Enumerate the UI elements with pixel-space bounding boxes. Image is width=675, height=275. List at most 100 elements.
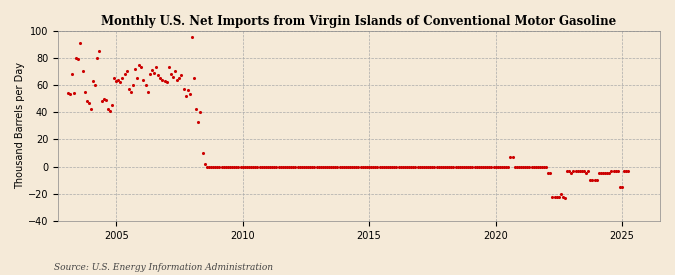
Point [259, 164, 269, 169]
Point [69, 91, 80, 95]
Point [169, 69, 180, 74]
Point [578, 169, 589, 173]
Point [394, 164, 404, 169]
Point [340, 164, 351, 169]
Point [398, 164, 408, 169]
Point [359, 164, 370, 169]
Point [612, 169, 623, 173]
Point [530, 164, 541, 169]
Point [140, 83, 151, 87]
Point [429, 164, 440, 169]
Point [142, 90, 153, 94]
Point [549, 194, 560, 199]
Point [441, 164, 452, 169]
Point [560, 196, 570, 200]
Point [231, 164, 242, 169]
Point [623, 169, 634, 173]
Point [564, 169, 575, 173]
Point [377, 164, 387, 169]
Point [328, 164, 339, 169]
Point [332, 164, 343, 169]
Point [486, 164, 497, 169]
Point [580, 171, 591, 176]
Point [134, 62, 145, 67]
Point [535, 164, 545, 169]
Point [366, 164, 377, 169]
Point [566, 171, 577, 176]
Point [475, 164, 486, 169]
Point [165, 72, 176, 76]
Point [591, 178, 602, 182]
Y-axis label: Thousand Barrels per Day: Thousand Barrels per Day [15, 62, 25, 189]
Point [597, 171, 608, 176]
Point [324, 164, 335, 169]
Point [317, 164, 328, 169]
Point [151, 65, 161, 70]
Point [375, 164, 385, 169]
Point [410, 164, 421, 169]
Point [520, 164, 531, 169]
Point [425, 164, 436, 169]
Point [319, 164, 330, 169]
Point [298, 164, 309, 169]
Point [88, 79, 99, 83]
Point [490, 164, 501, 169]
Point [357, 164, 368, 169]
Point [465, 164, 476, 169]
Point [495, 164, 506, 169]
Point [122, 69, 132, 74]
Point [368, 164, 379, 169]
Text: Source: U.S. Energy Information Administration: Source: U.S. Energy Information Administ… [54, 263, 273, 272]
Point [400, 164, 410, 169]
Point [146, 68, 157, 72]
Point [148, 70, 159, 75]
Point [423, 164, 433, 169]
Point [163, 65, 174, 70]
Point [197, 151, 208, 155]
Point [178, 87, 189, 91]
Point [437, 164, 448, 169]
Title: Monthly U.S. Net Imports from Virgin Islands of Conventional Motor Gasoline: Monthly U.S. Net Imports from Virgin Isl… [101, 15, 617, 28]
Point [412, 164, 423, 169]
Point [503, 164, 514, 169]
Point [265, 164, 275, 169]
Point [239, 164, 250, 169]
Point [471, 164, 482, 169]
Point [499, 164, 510, 169]
Point [528, 164, 539, 169]
Point [351, 164, 362, 169]
Point [522, 164, 533, 169]
Point [307, 164, 318, 169]
Point [195, 110, 206, 114]
Point [92, 56, 103, 60]
Point [562, 169, 572, 173]
Point [336, 164, 347, 169]
Point [511, 164, 522, 169]
Point [77, 69, 88, 74]
Point [446, 164, 457, 169]
Point [543, 171, 554, 176]
Point [96, 99, 107, 103]
Point [180, 94, 191, 98]
Point [81, 99, 92, 103]
Point [379, 164, 389, 169]
Point [364, 164, 375, 169]
Point [252, 164, 263, 169]
Point [167, 75, 178, 79]
Point [334, 164, 345, 169]
Point [109, 76, 119, 80]
Point [208, 164, 219, 169]
Point [210, 164, 221, 169]
Point [518, 164, 529, 169]
Point [263, 164, 273, 169]
Point [281, 164, 292, 169]
Point [479, 164, 490, 169]
Point [547, 194, 558, 199]
Point [75, 41, 86, 45]
Point [619, 169, 630, 173]
Point [501, 164, 512, 169]
Point [103, 107, 113, 112]
Point [554, 194, 564, 199]
Point [454, 164, 465, 169]
Point [463, 164, 474, 169]
